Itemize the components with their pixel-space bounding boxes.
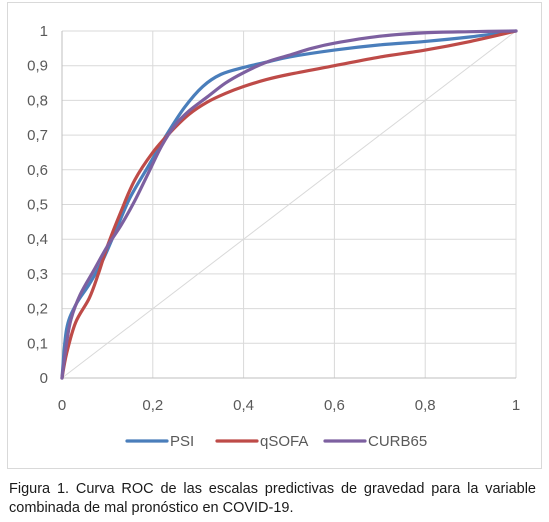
y-tick-label: 0,5 bbox=[27, 197, 48, 214]
y-tick-label: 0,4 bbox=[27, 231, 48, 248]
x-tick-label: 0,6 bbox=[324, 397, 345, 414]
y-tick-label: 0,3 bbox=[27, 266, 48, 283]
series-lines bbox=[60, 29, 518, 380]
y-tick-label: 0,9 bbox=[27, 58, 48, 75]
y-tick-label: 1 bbox=[40, 23, 48, 40]
tick-labels: 0 0,1 0,2 0,3 0,4 0,5 0,6 0,7 0,8 0,9 1 0 0,2 0,4 0,6 0… bbox=[27, 23, 520, 414]
y-tick-label: 0,7 bbox=[27, 127, 48, 144]
reference-line bbox=[61, 30, 517, 379]
series-line-curb65 bbox=[60, 29, 518, 380]
y-tick-label: 0 bbox=[40, 370, 48, 387]
series-line-psi bbox=[60, 29, 518, 380]
reference-diagonal bbox=[61, 30, 517, 379]
chart-frame: 0 0,1 0,2 0,3 0,4 0,5 0,6 0,7 0,8 0,9 1 0 0,2 0,4 0,6 0… bbox=[7, 2, 542, 469]
x-tick-label: 0 bbox=[58, 397, 66, 414]
x-tick-label: 0,2 bbox=[142, 397, 163, 414]
y-tick-label: 0,2 bbox=[27, 301, 48, 318]
roc-chart: 0 0,1 0,2 0,3 0,4 0,5 0,6 0,7 0,8 0,9 1 0 0,2 0,4 0,6 0… bbox=[27, 23, 520, 450]
legend-label-psi: PSI bbox=[170, 433, 194, 450]
axes bbox=[61, 31, 516, 379]
legend-label-curb65: CURB65 bbox=[368, 433, 427, 450]
y-tick-label: 0,1 bbox=[27, 335, 48, 352]
legend: PSI qSOFA CURB65 bbox=[125, 433, 427, 450]
figure-caption: Figura 1. Curva ROC de las escalas predi… bbox=[9, 481, 536, 516]
y-tick-label: 0,8 bbox=[27, 92, 48, 109]
x-tick-label: 0,8 bbox=[415, 397, 436, 414]
legend-label-qsofa: qSOFA bbox=[260, 433, 308, 450]
x-tick-label: 1 bbox=[512, 397, 520, 414]
series-line-qsofa bbox=[60, 29, 518, 380]
y-tick-label: 0,6 bbox=[27, 162, 48, 179]
x-tick-label: 0,4 bbox=[233, 397, 254, 414]
